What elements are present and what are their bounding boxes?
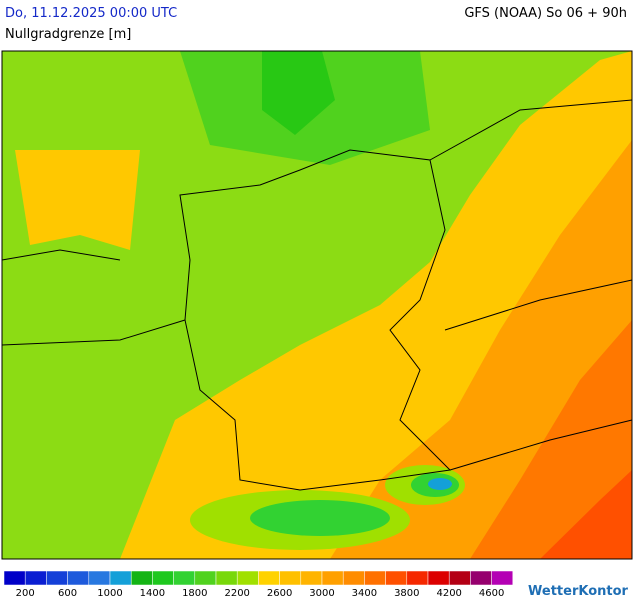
legend-swatch [215, 570, 238, 586]
legend-label: 3800 [394, 588, 419, 599]
border [1, 249, 186, 346]
logo: WetterKontor [528, 584, 629, 599]
legend-label: 600 [58, 588, 77, 599]
legend-label: 3000 [309, 588, 334, 599]
legend-swatch [67, 570, 90, 586]
legend-swatch [364, 570, 386, 586]
legend-label: 1000 [97, 588, 122, 599]
map [1, 50, 633, 560]
legend-swatch [236, 570, 259, 586]
legend-swatch [173, 570, 196, 586]
legend-swatch [3, 570, 26, 586]
legend-swatch [300, 570, 323, 586]
legend-label: 4600 [479, 588, 504, 599]
legend-swatch [109, 570, 132, 586]
legend-label: 4200 [436, 588, 461, 599]
legend-label: 200 [16, 588, 35, 599]
date-label: Do, 11.12.2025 00:00 UTC [5, 6, 178, 21]
legend-label: 2200 [224, 588, 249, 599]
legend: 200 600 1000 1400 1800 2200 2600 3000 3400 3800 42… [3, 570, 514, 599]
legend-swatch [152, 570, 174, 586]
legend-label: 3400 [352, 588, 377, 599]
contour-area [15, 150, 140, 250]
contour-area [250, 500, 390, 536]
border [429, 99, 633, 471]
legend-swatch [24, 570, 47, 586]
border [179, 149, 452, 491]
legend-label: 1400 [140, 588, 165, 599]
legend-swatch [321, 570, 344, 586]
legend-swatch [279, 570, 302, 586]
legend-swatch [385, 570, 408, 586]
legend-label: 2600 [267, 588, 292, 599]
legend-swatch [448, 570, 471, 586]
model-label: GFS (NOAA) So 06 + 90h [464, 6, 627, 21]
map-frame [1, 50, 633, 560]
legend-swatch [88, 570, 111, 586]
legend-swatch [470, 570, 492, 586]
map-title: Nullgradgrenze [m] [5, 27, 132, 42]
legend-swatch [342, 570, 365, 586]
contour-area [428, 478, 452, 490]
legend-swatch [491, 570, 514, 586]
contour-area [540, 470, 632, 559]
legend-swatch [406, 570, 429, 586]
legend-swatch [130, 570, 153, 586]
legend-swatch [427, 570, 450, 586]
legend-swatch [258, 570, 280, 586]
legend-label: 1800 [182, 588, 207, 599]
legend-swatch [46, 570, 68, 586]
contour-area [262, 51, 335, 135]
legend-swatch [194, 570, 217, 586]
